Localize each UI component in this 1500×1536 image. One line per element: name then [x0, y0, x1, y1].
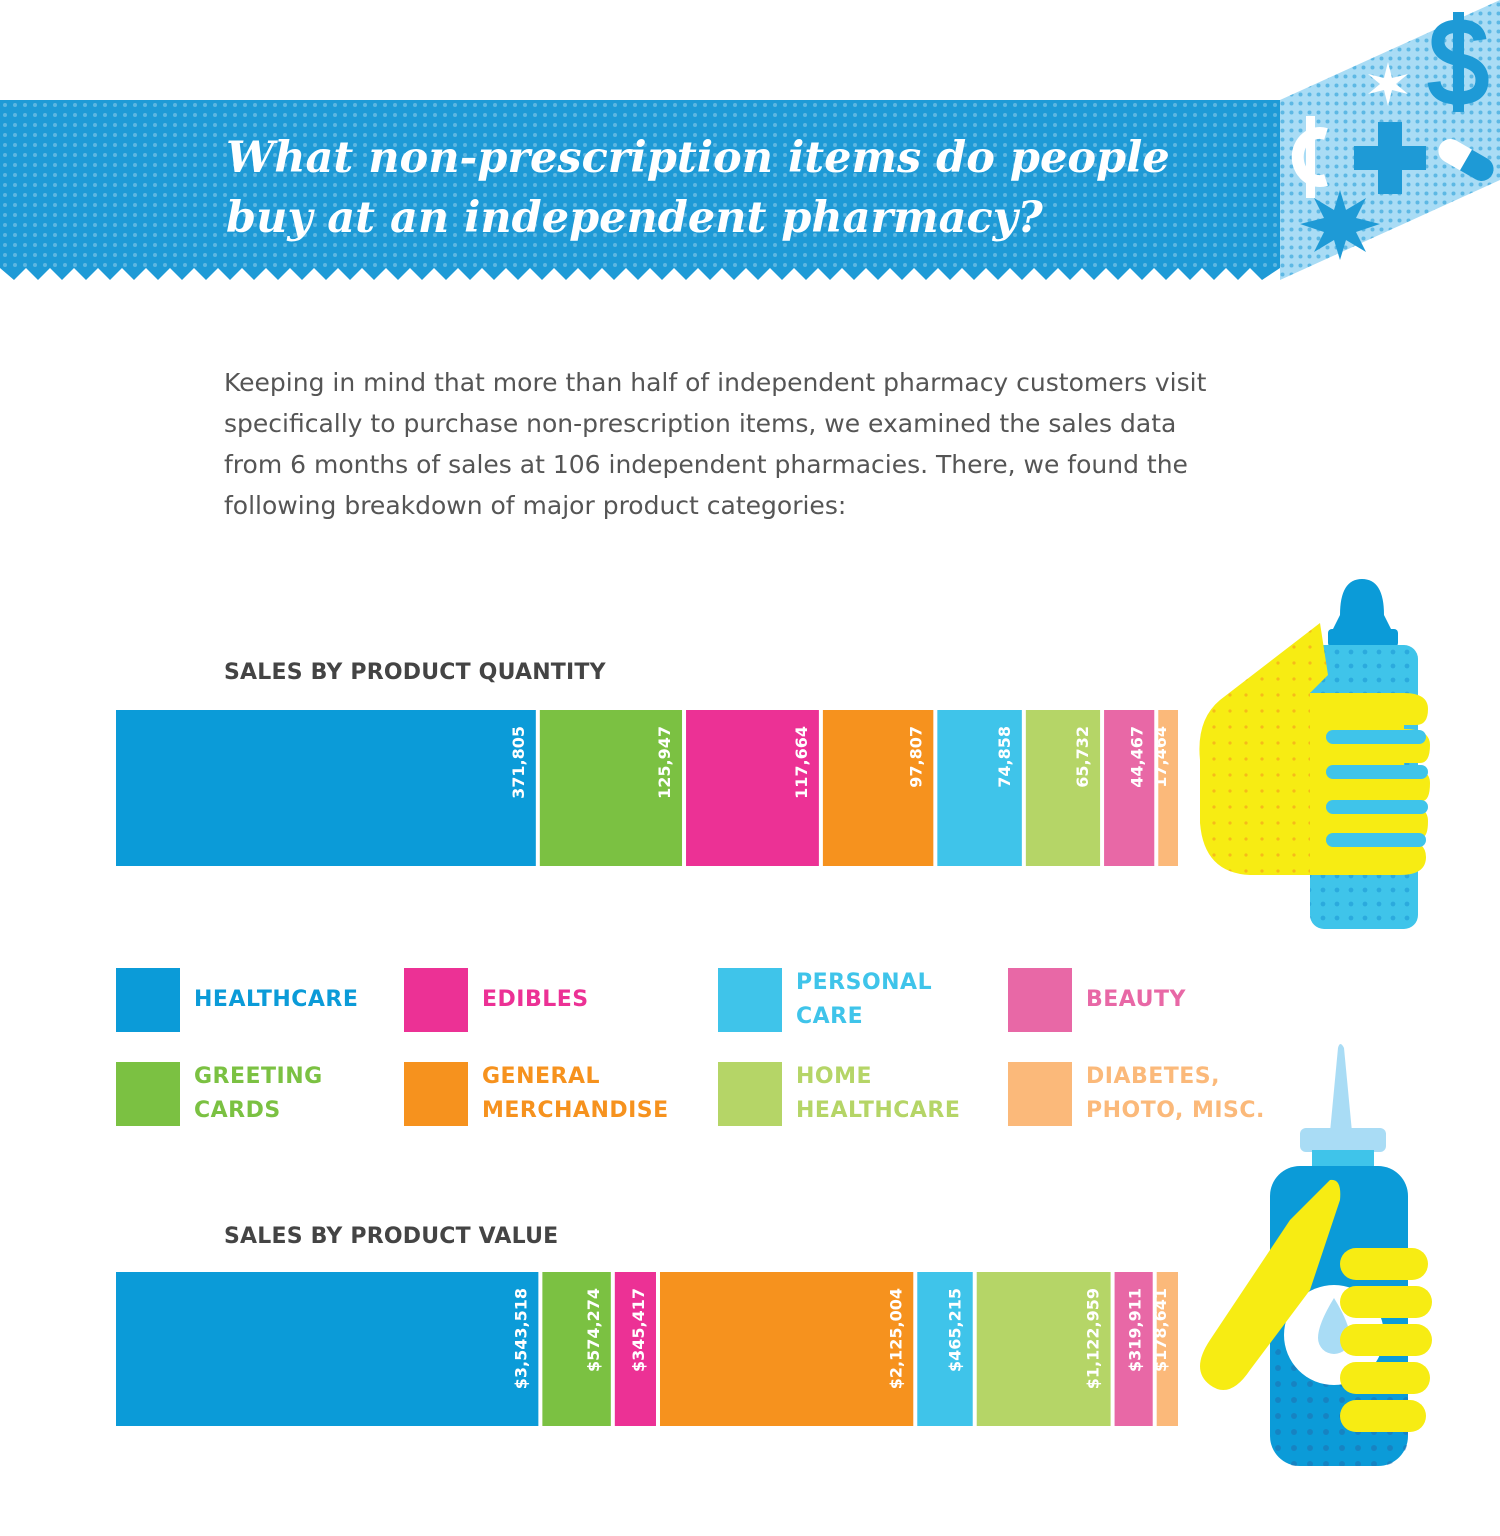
hand-holding-dropper-illustration: [1200, 1044, 1432, 1466]
legend-item: PERSONAL CARE: [718, 968, 1008, 1034]
value-bar-2: [542, 1272, 611, 1426]
quantity-bar-label-3: 117,664: [792, 726, 811, 799]
quantity-bar-label-1: 371,805: [509, 726, 528, 799]
quantity-bar-label-5: 74,858: [995, 726, 1014, 788]
bottle-neck: [1328, 629, 1398, 647]
quantity-bar-8: [1158, 710, 1178, 866]
dollar-icon: [1427, 12, 1489, 112]
legend-swatch: [718, 968, 782, 1032]
value-bar-label-4: $2,125,004: [886, 1288, 905, 1389]
value-bar-label-3: $345,417: [629, 1288, 648, 1372]
quantity-bar-6: [1025, 710, 1101, 866]
value-bar-label-6: $1,122,959: [1084, 1288, 1103, 1389]
legend-label: HOME HEALTHCARE: [796, 1064, 961, 1123]
legend-item: HOME HEALTHCARE: [718, 1062, 1008, 1128]
value-bar-5: [917, 1272, 973, 1426]
quantity-bar-label-6: 65,732: [1073, 726, 1092, 788]
starburst-icon: [1368, 62, 1408, 106]
hand-holding-bottle-illustration: [1199, 579, 1430, 929]
value-bar-label-7: $319,911: [1126, 1288, 1145, 1372]
legend-label: DIABETES, PHOTO, MISC.: [1086, 1064, 1265, 1123]
legend-swatch: [116, 968, 180, 1032]
quantity-bar-label-8: 17,464: [1151, 726, 1170, 788]
value-bar-1: [116, 1272, 539, 1426]
legend-label: BEAUTY: [1086, 987, 1186, 1012]
quantity-bar-5: [937, 710, 1022, 866]
page-title: What non-prescription items do people bu…: [226, 133, 1170, 243]
plus-icon: [1354, 122, 1426, 194]
value-bar-label-5: $465,215: [946, 1288, 965, 1372]
legend-label: PERSONAL CARE: [796, 970, 933, 1029]
value-chart-title: SALES BY PRODUCT VALUE: [224, 1224, 559, 1249]
legend-item: GENERAL MERCHANDISE: [404, 1062, 694, 1128]
quantity-bar-label-4: 97,807: [906, 726, 925, 788]
legend-item: GREETING CARDS: [116, 1062, 406, 1128]
legend-item: BEAUTY: [1008, 968, 1298, 1034]
legend-label: EDIBLES: [482, 987, 589, 1012]
quantity-bar-3: [686, 710, 819, 866]
dropper-tip: [1330, 1044, 1352, 1132]
quantity-bar-label-2: 125,947: [655, 726, 674, 799]
value-bar-7: [1114, 1272, 1153, 1426]
thumb: [1200, 1179, 1341, 1390]
quantity-chart-title: SALES BY PRODUCT QUANTITY: [224, 660, 606, 685]
legend-item: DIABETES, PHOTO, MISC.: [1008, 1062, 1298, 1128]
legend-swatch: [404, 968, 468, 1032]
quantity-bar-label-7: 44,467: [1127, 726, 1146, 788]
value-bar-label-8: $178,641: [1151, 1288, 1170, 1372]
quantity-bar-1: [116, 710, 536, 866]
quantity-bar-7: [1104, 710, 1155, 866]
pill-icon: [1438, 139, 1494, 181]
value-bar-chart: $3,543,518 $574,274 $345,417 $2,125,004 $465…: [116, 1272, 1178, 1426]
legend-swatch: [1008, 1062, 1072, 1126]
cent-icon: [1291, 116, 1328, 198]
value-bar-label-2: $574,274: [584, 1288, 603, 1372]
legend-label: GREETING CARDS: [194, 1064, 323, 1123]
quantity-bar-chart: 371,805 125,947 117,664 97,807 74,858 65,732 4…: [116, 710, 1178, 866]
quantity-bar-2: [539, 710, 683, 866]
bottle-nozzle: [1332, 579, 1392, 631]
quantity-bar-4: [822, 710, 934, 866]
legend-item: EDIBLES: [404, 968, 694, 1034]
value-bar-8: [1156, 1272, 1178, 1426]
legend-item: HEALTHCARE: [116, 968, 406, 1034]
value-bar-label-1: $3,543,518: [511, 1288, 530, 1389]
legend-swatch: [404, 1062, 468, 1126]
value-bar-6: [976, 1272, 1111, 1426]
starburst-icon-large: [1300, 190, 1380, 260]
legend-swatch: [116, 1062, 180, 1126]
intro-paragraph: Keeping in mind that more than half of i…: [224, 368, 1207, 520]
legend-swatch: [1008, 968, 1072, 1032]
value-bar-4: [659, 1272, 914, 1426]
legend-swatch: [718, 1062, 782, 1126]
legend-label: GENERAL MERCHANDISE: [482, 1064, 669, 1123]
dropper-cap: [1300, 1128, 1386, 1152]
value-bar-3: [614, 1272, 656, 1426]
legend-label: HEALTHCARE: [194, 987, 359, 1012]
